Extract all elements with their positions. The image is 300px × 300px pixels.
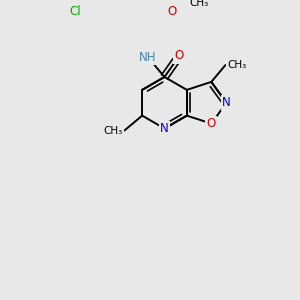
Text: N: N: [160, 122, 169, 135]
Text: CH₃: CH₃: [103, 125, 123, 136]
Text: O: O: [167, 5, 176, 18]
Text: CH₃: CH₃: [227, 60, 246, 70]
Text: CH₃: CH₃: [189, 0, 208, 8]
Text: O: O: [207, 117, 216, 130]
Text: N: N: [222, 96, 231, 109]
Text: O: O: [175, 50, 184, 62]
Text: NH: NH: [139, 51, 157, 64]
Text: Cl: Cl: [69, 5, 81, 18]
